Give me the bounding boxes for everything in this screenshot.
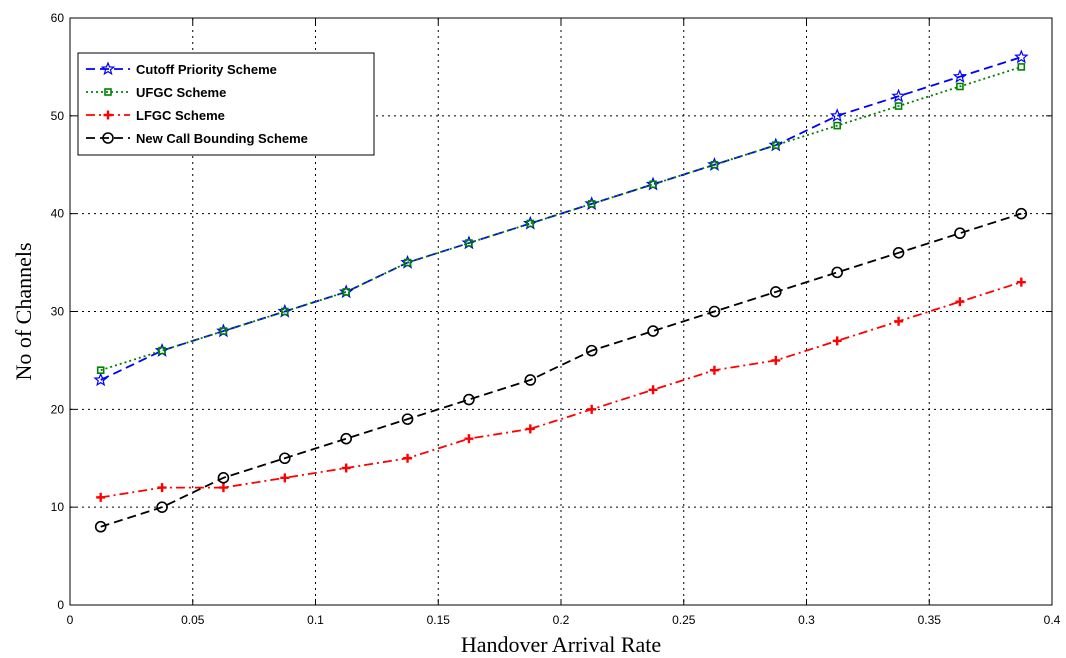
data-point	[464, 434, 474, 444]
data-point	[156, 501, 168, 513]
data-point	[157, 483, 167, 493]
x-tick-label: 0.3	[798, 613, 815, 627]
data-point	[770, 286, 782, 298]
x-tick-label: 0.25	[672, 613, 696, 627]
x-tick-label: 0.35	[918, 613, 942, 627]
legend-entry: Cutoff Priority Scheme	[86, 61, 277, 77]
x-axis-title: Handover Arrival Rate	[461, 632, 661, 657]
data-point	[281, 307, 289, 316]
legend-entry: New Call Bounding Scheme	[86, 131, 308, 146]
data-point	[403, 453, 413, 463]
legend-box	[77, 52, 375, 156]
data-point	[94, 520, 107, 533]
legend-label: UFGC Scheme	[136, 85, 226, 100]
y-tick-label: 30	[51, 305, 65, 319]
data-point	[1015, 207, 1028, 220]
legend-label: LFGC Scheme	[136, 108, 225, 123]
data-point	[954, 227, 966, 240]
data-point	[403, 258, 412, 267]
series-4	[94, 207, 1028, 533]
data-point	[465, 239, 473, 247]
series-3	[96, 277, 1026, 502]
data-point	[833, 121, 841, 130]
data-point	[647, 325, 659, 337]
data-point	[96, 366, 105, 375]
data-point	[342, 288, 350, 296]
data-point	[526, 219, 535, 228]
data-point	[587, 404, 597, 414]
data-point	[587, 200, 596, 208]
data-point	[401, 413, 414, 425]
series-line	[100, 66, 1022, 372]
data-point	[709, 365, 719, 375]
data-point	[524, 374, 537, 386]
series-group	[93, 49, 1029, 533]
legend-label: New Call Bounding Scheme	[136, 131, 308, 146]
x-tick-label: 0	[67, 613, 74, 627]
tick-labels: 0 0.05 0.1 0.15 0.2 0.25 0.3 0.35 0.4 0 10 20 30 40 50…	[51, 11, 1061, 627]
data-point	[585, 344, 598, 357]
data-point	[829, 108, 845, 123]
y-tick-label: 40	[51, 207, 65, 221]
data-point	[1014, 49, 1029, 64]
legend-label: Cutoff Priority Scheme	[136, 62, 277, 77]
data-point	[525, 424, 535, 434]
series-line	[100, 212, 1022, 528]
data-point	[955, 297, 965, 307]
data-point	[648, 385, 658, 395]
legend-entry: LFGC Scheme	[86, 108, 225, 123]
y-tick-label: 60	[51, 11, 65, 25]
x-tick-label: 0.4	[1044, 613, 1061, 627]
data-point	[891, 88, 906, 103]
data-point	[771, 355, 781, 365]
y-tick-label: 10	[51, 500, 65, 514]
data-point	[1016, 277, 1026, 287]
series-line	[100, 281, 1022, 499]
x-tick-label: 0.15	[427, 613, 451, 627]
y-tick-label: 50	[51, 109, 65, 123]
data-point	[279, 452, 291, 465]
data-point	[892, 247, 905, 259]
y-tick-label: 20	[51, 402, 65, 416]
series-2	[96, 63, 1026, 375]
data-point	[217, 472, 230, 484]
data-point	[952, 69, 968, 83]
data-point	[218, 483, 228, 493]
data-point	[340, 432, 352, 445]
data-point	[1017, 63, 1026, 71]
data-point	[956, 82, 964, 91]
data-point	[708, 305, 721, 318]
x-tick-label: 0.1	[307, 613, 324, 627]
x-tick-label: 0.05	[181, 613, 205, 627]
legend-entry: UFGC Scheme	[86, 85, 226, 100]
data-point	[772, 141, 780, 149]
data-point	[96, 492, 106, 502]
data-point	[649, 180, 657, 189]
data-point	[832, 336, 842, 346]
data-point	[894, 316, 904, 326]
data-point	[894, 102, 903, 110]
x-tick-label: 0.2	[553, 613, 570, 627]
legend-marker	[102, 132, 114, 144]
legend-marker	[103, 110, 113, 120]
y-tick-label: 0	[57, 598, 64, 612]
data-point	[93, 372, 108, 387]
data-point	[831, 266, 843, 279]
data-point	[463, 393, 475, 406]
data-point	[280, 473, 290, 483]
data-point	[219, 327, 228, 335]
legend-marker	[100, 61, 116, 76]
legend-marker	[104, 88, 112, 96]
data-point	[158, 346, 166, 355]
legend: Cutoff Priority Scheme UFGC Scheme LFGC Sc…	[77, 52, 375, 156]
data-point	[710, 160, 719, 169]
data-point	[341, 463, 351, 473]
y-axis-title: No of Channels	[11, 242, 36, 380]
